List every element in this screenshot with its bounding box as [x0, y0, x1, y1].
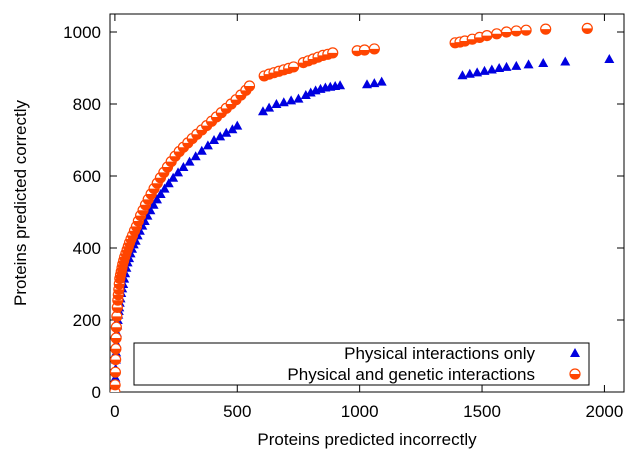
- physical-genetic-point: [491, 28, 503, 40]
- axis-ticks: 0 500 1000 1500 2000 0 200 400 600 800 1000: [63, 14, 624, 421]
- legend-marker-physical-genetic: [569, 368, 581, 380]
- physical-point: [209, 135, 220, 144]
- y-axis-label: Proteins predicted correctly: [11, 100, 30, 306]
- x-tick-label: 2000: [586, 402, 624, 421]
- physical-genetic-point: [540, 23, 552, 35]
- physical-point: [184, 156, 195, 166]
- physical-point: [168, 172, 179, 182]
- physical-genetic-point: [520, 24, 532, 36]
- physical-genetic-point: [110, 343, 122, 355]
- physical-point: [604, 54, 615, 63]
- legend-label-physical: Physical interactions only: [344, 344, 535, 363]
- physical-point: [494, 63, 505, 72]
- physical-genetic-point: [481, 29, 493, 42]
- physical-point: [369, 78, 380, 88]
- physical-point: [159, 183, 170, 193]
- physical-point: [464, 68, 475, 78]
- physical-point: [257, 106, 268, 116]
- physical-point: [232, 120, 243, 130]
- plot-frame: [109, 13, 625, 393]
- physical-genetic-point: [110, 321, 122, 333]
- physical-point: [376, 76, 387, 86]
- physical-point: [538, 57, 549, 67]
- physical-point: [221, 127, 232, 137]
- legend-markers: [569, 348, 581, 380]
- legend-label-physical-genetic: Physical and genetic interactions: [287, 365, 535, 384]
- physical-point: [511, 60, 522, 70]
- physical-genetic-point: [110, 366, 121, 378]
- physical-point: [457, 70, 468, 80]
- data-points: [110, 22, 615, 392]
- physical-genetic-point: [110, 354, 122, 366]
- y-tick-label: 800: [73, 95, 101, 114]
- physical-point: [479, 65, 490, 75]
- legend-marker-physical: [570, 348, 580, 357]
- physical-point: [523, 59, 534, 69]
- physical-point: [155, 189, 166, 198]
- physical-point: [264, 102, 275, 112]
- physical-genetic-point: [110, 332, 122, 344]
- physical-point: [560, 56, 571, 66]
- physical-genetic-point: [358, 44, 371, 56]
- physical-point: [501, 61, 512, 71]
- physical-point: [486, 64, 497, 74]
- physical-genetic-point: [368, 43, 380, 55]
- physical-genetic-point: [287, 61, 300, 73]
- physical-point: [190, 151, 201, 161]
- physical-point: [173, 167, 184, 177]
- physical-genetic-point: [327, 47, 339, 59]
- physical-genetic-point: [581, 22, 593, 34]
- physical-genetic-point: [510, 25, 522, 37]
- physical-point: [293, 93, 304, 103]
- physical-point: [271, 99, 282, 108]
- legend-box: [133, 342, 590, 386]
- physical-genetic-point: [110, 379, 121, 391]
- physical-point: [148, 199, 159, 209]
- physical-point: [335, 80, 346, 90]
- y-tick-label: 1000: [63, 23, 101, 42]
- physical-point: [178, 162, 189, 171]
- physical-point: [202, 140, 213, 150]
- physical-genetic-point: [500, 26, 513, 38]
- x-tick-label: 0: [110, 402, 119, 421]
- physical-point: [278, 97, 289, 107]
- x-tick-label: 1500: [463, 402, 501, 421]
- y-tick-label: 600: [73, 167, 101, 186]
- physical-genetic-point: [111, 310, 123, 322]
- x-tick-label: 1000: [341, 402, 379, 421]
- x-tick-label: 500: [223, 402, 251, 421]
- physical-point: [215, 131, 226, 141]
- physical-point: [362, 79, 372, 89]
- x-axis-label: Proteins predicted incorrectly: [257, 430, 477, 449]
- physical-point: [196, 145, 207, 155]
- physical-point: [163, 178, 174, 188]
- physical-point: [151, 194, 162, 204]
- physical-point: [227, 124, 238, 134]
- y-tick-label: 200: [73, 311, 101, 330]
- physical-genetic-point: [243, 80, 256, 92]
- physical-point: [300, 90, 311, 99]
- y-tick-label: 400: [73, 239, 101, 258]
- physical-point: [472, 67, 483, 77]
- physical-point: [286, 95, 297, 105]
- y-tick-label: 0: [92, 383, 101, 402]
